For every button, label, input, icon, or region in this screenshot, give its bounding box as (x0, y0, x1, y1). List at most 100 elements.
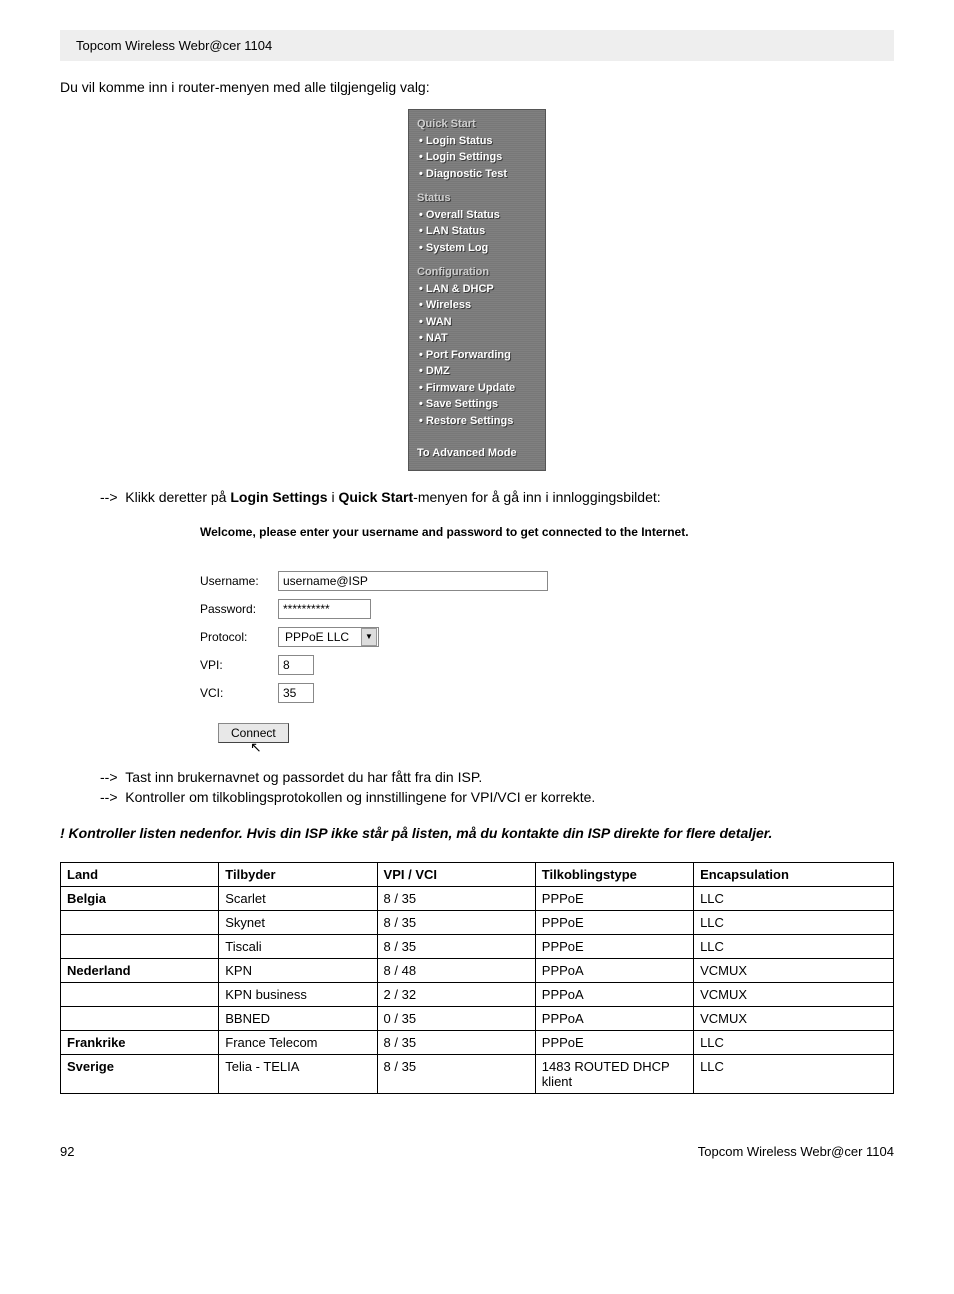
cell-type: PPPoA (535, 982, 693, 1006)
menu-item[interactable]: Diagnostic Test (417, 166, 537, 183)
login-row-username: Username: (200, 571, 894, 591)
instr2-text: Tast inn brukernavnet og passordet du ha… (125, 769, 482, 785)
cell-tilbyder: Scarlet (219, 886, 377, 910)
protocol-value: PPPoE LLC (279, 630, 361, 644)
cell-enc: LLC (694, 886, 894, 910)
menu-item[interactable]: Wireless (417, 297, 537, 314)
menu-advanced-link[interactable]: To Advanced Mode (417, 445, 537, 462)
instr1-bold1: Login Settings (230, 489, 327, 505)
cell-land: Frankrike (61, 1030, 219, 1054)
menu-item[interactable]: Save Settings (417, 396, 537, 413)
instruction-2: --> Tast inn brukernavnet og passordet d… (100, 769, 894, 785)
arrow-text: --> (100, 489, 118, 505)
chevron-down-icon: ▼ (361, 628, 377, 646)
cell-type: PPPoA (535, 958, 693, 982)
th-tilbyder: Tilbyder (219, 862, 377, 886)
menu-section-title: Configuration (417, 264, 537, 281)
cell-tilbyder: Tiscali (219, 934, 377, 958)
cell-type: PPPoE (535, 934, 693, 958)
header-product: Topcom Wireless Webr@cer 1104 (76, 38, 272, 53)
table-header-row: Land Tilbyder VPI / VCI Tilkoblingstype … (61, 862, 894, 886)
table-row: FrankrikeFrance Telecom8 / 35PPPoELLC (61, 1030, 894, 1054)
login-row-vpi: VPI: (200, 655, 894, 675)
cell-vpi: 8 / 35 (377, 910, 535, 934)
table-row: SverigeTelia - TELIA8 / 351483 ROUTED DH… (61, 1054, 894, 1093)
cell-type: PPPoA (535, 1006, 693, 1030)
table-row: KPN business2 / 32PPPoAVCMUX (61, 982, 894, 1006)
vci-input[interactable] (278, 683, 314, 703)
login-welcome: Welcome, please enter your username and … (200, 523, 760, 541)
intro-text: Du vil komme inn i router-menyen med all… (60, 79, 894, 95)
page-number: 92 (60, 1144, 74, 1159)
page-footer: 92 Topcom Wireless Webr@cer 1104 (60, 1144, 894, 1159)
cell-tilbyder: KPN (219, 958, 377, 982)
cell-land: Sverige (61, 1054, 219, 1093)
cell-enc: LLC (694, 910, 894, 934)
cursor-icon: ↖ (250, 743, 894, 751)
instruction-1: --> Klikk deretter på Login Settings i Q… (100, 489, 894, 505)
cell-enc: LLC (694, 1054, 894, 1093)
cell-land (61, 934, 219, 958)
arrow-text: --> (100, 769, 118, 785)
menu-item[interactable]: Login Status (417, 133, 537, 150)
label-vci: VCI: (200, 686, 278, 700)
arrow-text: --> (100, 789, 118, 805)
login-form-screenshot: Welcome, please enter your username and … (200, 523, 894, 751)
cell-vpi: 8 / 35 (377, 886, 535, 910)
cell-land (61, 1006, 219, 1030)
login-row-vci: VCI: (200, 683, 894, 703)
username-input[interactable] (278, 571, 548, 591)
cell-tilbyder: Skynet (219, 910, 377, 934)
cell-vpi: 8 / 35 (377, 934, 535, 958)
instr3-text: Kontroller om tilkoblingsprotokollen og … (125, 789, 595, 805)
menu-item[interactable]: DMZ (417, 363, 537, 380)
cell-enc: LLC (694, 934, 894, 958)
cell-land: Nederland (61, 958, 219, 982)
cell-land: Belgia (61, 886, 219, 910)
password-input[interactable] (278, 599, 371, 619)
cell-enc: VCMUX (694, 982, 894, 1006)
menu-item[interactable]: Port Forwarding (417, 347, 537, 364)
label-protocol: Protocol: (200, 630, 278, 644)
cell-enc: VCMUX (694, 958, 894, 982)
menu-item[interactable]: System Log (417, 240, 537, 257)
cell-type: PPPoE (535, 886, 693, 910)
menu-item[interactable]: Restore Settings (417, 413, 537, 430)
footer-product: Topcom Wireless Webr@cer 1104 (698, 1144, 894, 1159)
cell-vpi: 8 / 35 (377, 1054, 535, 1093)
cell-type: PPPoE (535, 910, 693, 934)
cell-tilbyder: BBNED (219, 1006, 377, 1030)
th-land: Land (61, 862, 219, 886)
login-row-password: Password: (200, 599, 894, 619)
cell-land (61, 910, 219, 934)
menu-item[interactable]: LAN & DHCP (417, 281, 537, 298)
menu-item[interactable]: Login Settings (417, 149, 537, 166)
cell-vpi: 8 / 35 (377, 1030, 535, 1054)
menu-item[interactable]: LAN Status (417, 223, 537, 240)
cell-tilbyder: France Telecom (219, 1030, 377, 1054)
menu-section-title: Status (417, 190, 537, 207)
cell-type: 1483 ROUTED DHCP klient (535, 1054, 693, 1093)
cell-vpi: 2 / 32 (377, 982, 535, 1006)
table-row: BBNED0 / 35PPPoAVCMUX (61, 1006, 894, 1030)
vpi-input[interactable] (278, 655, 314, 675)
menu-item[interactable]: Firmware Update (417, 380, 537, 397)
protocol-select[interactable]: PPPoE LLC ▼ (278, 627, 379, 647)
cell-enc: LLC (694, 1030, 894, 1054)
cell-tilbyder: Telia - TELIA (219, 1054, 377, 1093)
table-row: BelgiaScarlet8 / 35PPPoELLC (61, 886, 894, 910)
instr1-mid: i (328, 489, 339, 505)
th-enc: Encapsulation (694, 862, 894, 886)
table-row: Skynet8 / 35PPPoELLC (61, 910, 894, 934)
label-username: Username: (200, 574, 278, 588)
cell-tilbyder: KPN business (219, 982, 377, 1006)
menu-item[interactable]: WAN (417, 314, 537, 331)
menu-item[interactable]: Overall Status (417, 207, 537, 224)
label-password: Password: (200, 602, 278, 616)
cell-vpi: 8 / 48 (377, 958, 535, 982)
th-vpi: VPI / VCI (377, 862, 535, 886)
menu-item[interactable]: NAT (417, 330, 537, 347)
label-vpi: VPI: (200, 658, 278, 672)
login-row-protocol: Protocol: PPPoE LLC ▼ (200, 627, 894, 647)
cell-type: PPPoE (535, 1030, 693, 1054)
